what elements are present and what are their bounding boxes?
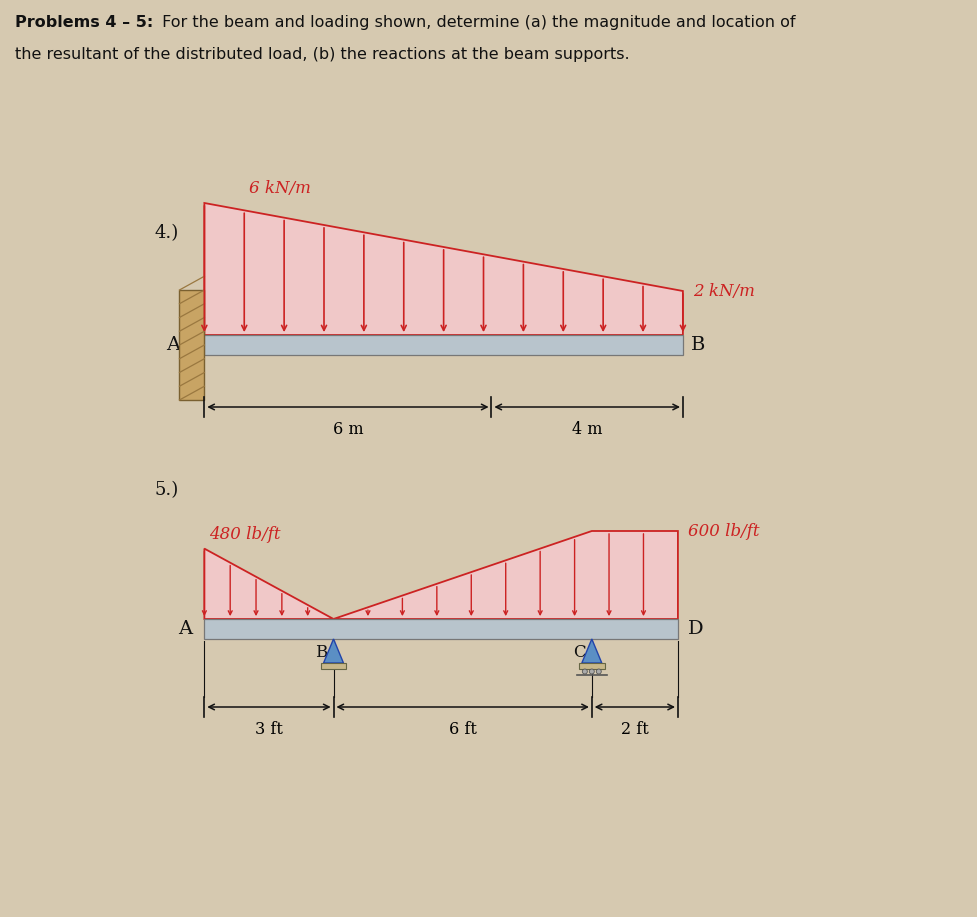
Polygon shape [333,531,678,619]
Text: 600 lb/ft: 600 lb/ft [688,523,759,539]
Text: 2 ft: 2 ft [621,721,649,738]
Bar [204,619,678,639]
Text: D: D [688,620,703,638]
Text: B: B [691,336,705,354]
Text: A: A [166,336,181,354]
Text: the resultant of the distributed load, (b) the reactions at the beam supports.: the resultant of the distributed load, (… [15,47,629,62]
Text: C: C [573,644,586,661]
Polygon shape [582,639,602,663]
Circle shape [596,669,601,674]
Text: 6 ft: 6 ft [448,721,477,738]
Text: 2 kN/m: 2 kN/m [693,282,755,300]
Circle shape [582,669,587,674]
Text: 4 m: 4 m [572,421,603,438]
Bar [320,663,347,668]
Bar [204,335,683,355]
Text: A: A [178,620,192,638]
Bar [578,663,605,668]
Text: 480 lb/ft: 480 lb/ft [209,525,280,543]
Text: 3 ft: 3 ft [255,721,283,738]
Polygon shape [204,548,333,619]
Polygon shape [323,639,344,663]
Text: Problems 4 – 5:: Problems 4 – 5: [15,15,153,30]
Text: 6 kN/m: 6 kN/m [249,180,311,197]
Text: For the beam and loading shown, determine (a) the magnitude and location of: For the beam and loading shown, determin… [156,15,795,30]
Circle shape [589,669,594,674]
Text: 6 m: 6 m [332,421,363,438]
Text: B: B [316,644,327,661]
Bar [180,290,204,400]
Polygon shape [204,203,683,335]
Text: 5.): 5.) [154,481,179,499]
Text: 4.): 4.) [154,224,179,242]
